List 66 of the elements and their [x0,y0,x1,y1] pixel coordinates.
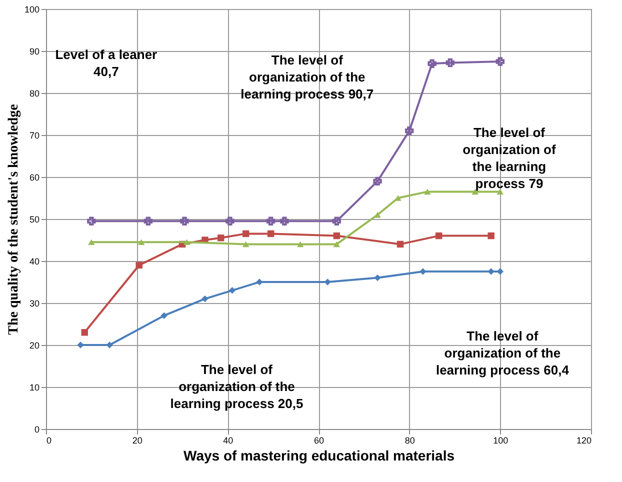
annotation: Level of a leaner 40,7 [55,47,158,80]
point [160,312,168,319]
y-tick-label: 80 [29,88,40,98]
point [296,241,304,248]
x-tick-label: 40 [223,436,234,446]
point [374,274,381,282]
point [183,239,190,246]
point [488,268,494,275]
point [324,278,331,286]
annotation: The level of organization of the learning process 90,7 [240,52,374,102]
point [373,176,382,186]
point [180,216,189,226]
point [106,342,113,348]
y-tick-label: 100 [24,4,40,14]
y-tick-label: 10 [29,382,40,392]
x-tick-label: 80 [404,436,415,446]
point [267,230,274,238]
point [136,262,142,269]
x-tick-label: 60 [314,436,324,446]
point [496,268,504,275]
point [242,230,250,238]
point [420,268,426,275]
point [280,216,289,226]
point [144,216,153,226]
point [266,216,276,226]
point [228,287,236,294]
point [404,126,414,136]
y-tick-label: 0 [34,424,40,434]
point [333,232,340,240]
y-tick-label: 60 [29,172,40,182]
point [226,216,234,226]
point [436,232,442,240]
annotation: The level of organization of the learning process 60,4 [436,328,570,378]
point [138,239,145,246]
point [396,240,404,248]
x-axis-title: Ways of mastering educational materials [183,448,455,464]
point [256,278,263,286]
point [88,239,95,246]
point [428,59,436,68]
point [202,295,208,302]
x-tick-label: 20 [132,436,142,446]
point [424,188,431,195]
point [488,232,494,240]
point [77,342,84,348]
point [218,234,224,242]
y-tick-label: 50 [29,214,40,224]
point [332,216,342,226]
y-tick-label: 30 [29,298,40,308]
annotation: The level of organization of the learning process 79 [462,124,556,191]
point [496,57,505,66]
annotation: The level of organization of the learning process 20,5 [170,362,304,412]
point [242,241,250,248]
point [333,241,340,248]
y-tick-label: 20 [29,340,40,350]
y-tick-label: 40 [29,256,40,266]
y-axis-title: The quality of the student's knowledge [6,104,22,335]
y-tick-label: 70 [29,130,40,140]
point [394,195,402,201]
point [446,58,455,68]
point [374,212,381,218]
point [81,329,88,336]
y-tick-label: 90 [29,46,40,56]
point [87,216,96,226]
x-tick-label: 100 [493,436,508,446]
x-tick-label: 120 [576,436,592,446]
x-tick-label: 0 [46,436,52,446]
